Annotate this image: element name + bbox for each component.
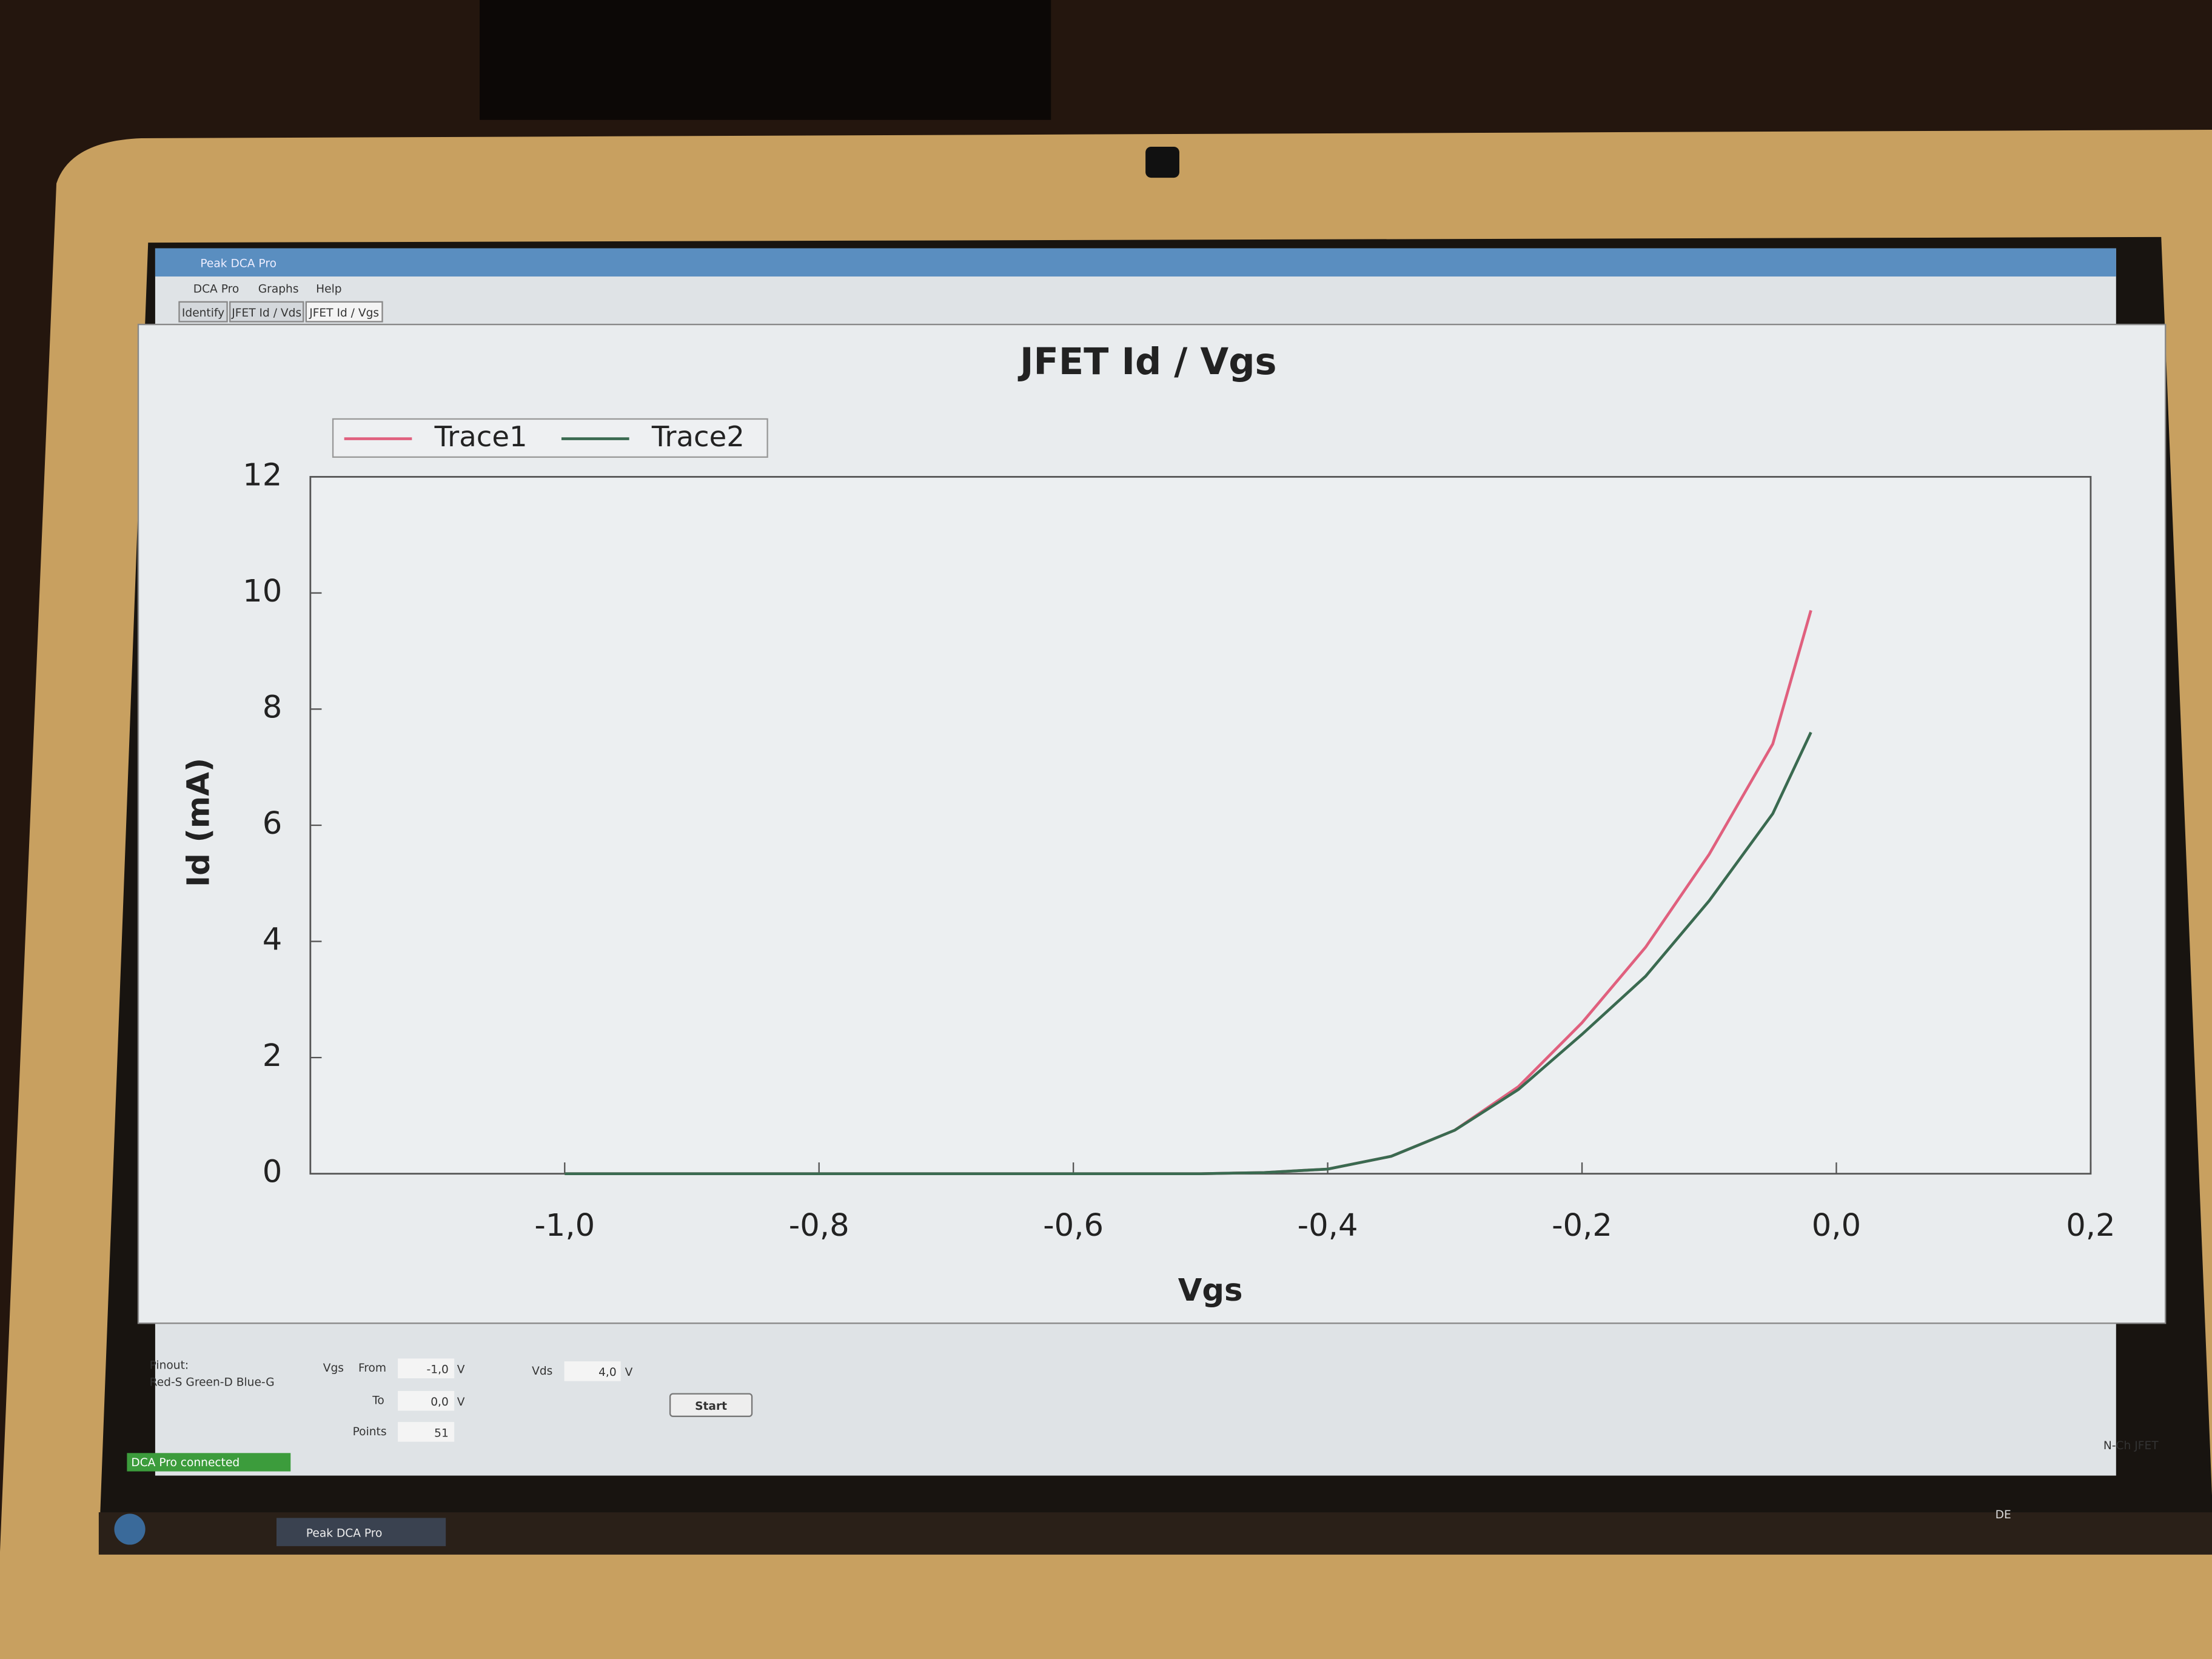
x-tick-label: -0,4 bbox=[1298, 1207, 1358, 1244]
status-indicator bbox=[127, 1453, 291, 1472]
points-field[interactable] bbox=[398, 1422, 455, 1442]
tab[interactable] bbox=[229, 301, 304, 323]
to-value: 0,0 bbox=[431, 1396, 449, 1409]
y-tick-label: 6 bbox=[263, 805, 283, 842]
x-tick-label: 0,2 bbox=[2066, 1207, 2115, 1244]
from-value: -1,0 bbox=[427, 1364, 449, 1376]
taskbar-language: DE bbox=[1996, 1509, 2011, 1521]
to-field[interactable] bbox=[398, 1390, 455, 1411]
status-connection: DCA Pro connected bbox=[131, 1456, 240, 1469]
status-device: N-Ch JFET bbox=[2103, 1439, 2159, 1452]
chart-title: JFET Id / Vgs bbox=[1017, 341, 1276, 383]
vds-field[interactable] bbox=[564, 1361, 621, 1381]
y-tick-label: 10 bbox=[243, 573, 282, 609]
menu-item[interactable]: DCA Pro bbox=[193, 283, 240, 295]
title-bar bbox=[155, 248, 2116, 276]
taskbar-app: Peak DCA Pro bbox=[306, 1527, 383, 1540]
start-button[interactable] bbox=[669, 1393, 753, 1417]
points-value: 51 bbox=[434, 1427, 449, 1439]
y-tick-label: 12 bbox=[243, 457, 282, 493]
menu-item[interactable]: Help bbox=[316, 283, 341, 295]
x-axis-label: Vgs bbox=[1178, 1272, 1243, 1309]
x-tick-label: -0,2 bbox=[1552, 1207, 1612, 1244]
window-title: Peak DCA Pro bbox=[200, 258, 276, 270]
to-unit: V bbox=[457, 1396, 465, 1409]
points-label: Points bbox=[353, 1426, 387, 1438]
taskbar bbox=[98, 1512, 2212, 1555]
from-field[interactable] bbox=[398, 1358, 455, 1379]
taskbar-app-button[interactable] bbox=[276, 1518, 446, 1546]
pinout-label: Pinout: bbox=[150, 1359, 189, 1372]
x-tick-label: -1,0 bbox=[534, 1207, 595, 1244]
y-tick-label: 8 bbox=[263, 689, 283, 725]
y-axis-label: Id (mA) bbox=[180, 758, 216, 887]
tab-label: JFET Id / Vds bbox=[231, 307, 301, 320]
x-tick-label: 0,0 bbox=[1812, 1207, 1861, 1244]
tab-strip: Identify JFET Id / Vds JFET Id / Vgs bbox=[178, 301, 383, 323]
tab[interactable] bbox=[305, 301, 383, 323]
vds-unit: V bbox=[625, 1366, 633, 1379]
y-tick-label: 2 bbox=[263, 1037, 283, 1074]
plot-area bbox=[309, 475, 2092, 1175]
menu-item[interactable]: Graphs bbox=[258, 283, 299, 295]
start-button-label: Start bbox=[695, 1400, 727, 1413]
menu-bar: DCA Pro Graphs Help bbox=[193, 283, 342, 295]
x-tick-label: -0,8 bbox=[789, 1207, 850, 1244]
legend-label: Trace2 bbox=[651, 420, 745, 453]
from-label: From bbox=[358, 1362, 386, 1375]
to-label: To bbox=[372, 1395, 384, 1407]
background-window bbox=[480, 0, 1051, 120]
y-tick-label: 0 bbox=[263, 1154, 283, 1190]
legend-label: Trace1 bbox=[434, 420, 528, 453]
camera bbox=[1145, 146, 1179, 178]
tab-label: Identify bbox=[182, 307, 224, 320]
pinout: Red-S Green-D Blue-G bbox=[150, 1376, 275, 1389]
start-orb[interactable] bbox=[114, 1513, 146, 1545]
tab-label: JFET Id / Vgs bbox=[309, 307, 379, 320]
x-tick-label: -0,6 bbox=[1043, 1207, 1104, 1244]
tab[interactable] bbox=[178, 301, 228, 323]
from-unit: V bbox=[457, 1364, 465, 1376]
vgs-label: Vgs bbox=[323, 1362, 344, 1375]
trace-line bbox=[565, 731, 1812, 1175]
vds-value: 4,0 bbox=[598, 1366, 617, 1379]
plot: 0 2 4 6 8 10 12 -1,0 -0,8 -0,6 -0,4 -0,2 0,0 0,2 Trace… bbox=[243, 420, 2115, 1244]
vds-label: Vds bbox=[532, 1365, 552, 1378]
y-tick-label: 4 bbox=[263, 922, 283, 958]
